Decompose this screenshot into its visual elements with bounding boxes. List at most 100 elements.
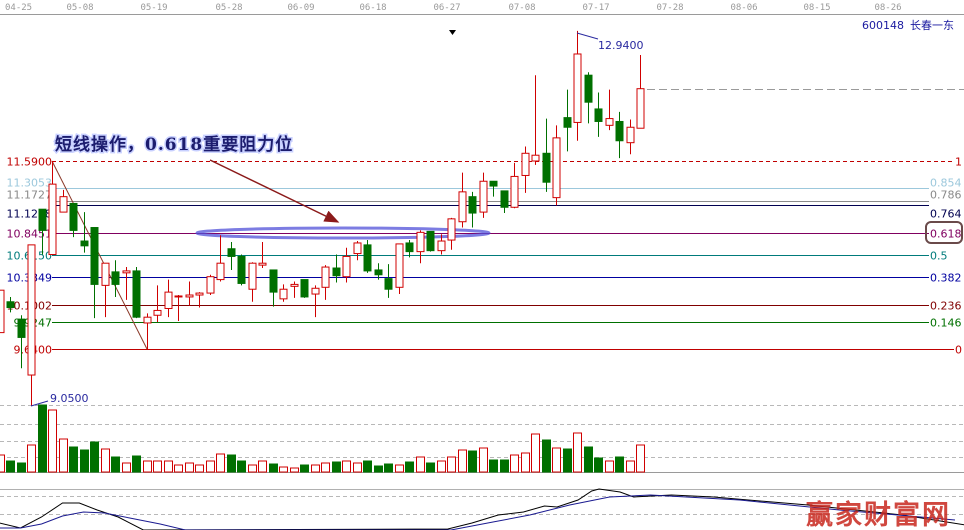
candle-body [468,196,477,214]
candle-body [615,120,624,142]
volume-bar [521,452,530,473]
volume-bar [248,464,257,473]
high-price-label: 12.9400 [598,39,644,52]
candle-body [426,230,435,252]
candle-body [416,231,425,253]
candle-body [290,283,299,287]
volume-bar [437,460,446,473]
volume-bar [164,460,173,473]
stock-code: 600148 [862,19,904,32]
cursor-marker-icon [449,30,456,35]
annotation-text: 短线操作，0.618重要阻力位 [55,134,293,155]
date-tick-label: 07-08 [508,3,535,13]
candle [321,265,330,300]
candles [0,30,645,406]
candle [290,281,299,298]
candle-body [311,287,320,295]
volume-bar [500,459,509,473]
candle-body [405,242,414,253]
volume-bar [311,464,320,473]
candle [269,269,278,307]
candle-body [206,276,215,294]
volume-bar [80,449,89,473]
candle [489,180,498,197]
candle-body [101,262,110,286]
candle [258,241,267,269]
date-tick-label: 08-26 [874,3,901,13]
candle-body [0,289,5,334]
date-tick-label: 08-06 [730,3,757,13]
candle [0,289,5,334]
fib-ratio-label: 0.5 [930,250,948,263]
candle [174,295,183,322]
candle [605,89,614,131]
volume-bar [69,446,78,473]
candle [248,262,257,302]
volume-bar [216,453,225,473]
level-highlight-box [925,221,963,244]
candle-body [395,243,404,288]
fib-ratio-label: 0.146 [930,317,962,330]
volume-bar [458,449,467,473]
candle [426,230,435,252]
candle [206,274,215,296]
candle-body [594,108,603,122]
candle-body [69,202,78,231]
volume-bar [605,460,614,473]
candle [479,172,488,218]
candle-body [227,248,236,257]
volume-bar [374,465,383,473]
volume-bar [153,460,162,473]
candle [90,227,99,319]
candle [626,119,635,155]
candle [216,235,225,282]
volume-bar [0,454,5,473]
candle-body [48,183,57,256]
candle-body [269,269,278,293]
volume-bar [195,464,204,473]
fib-ratio-label: 0.236 [930,300,962,313]
candle [563,89,572,152]
candle [17,315,26,369]
candle-body [321,266,330,288]
candle-body [132,270,141,318]
candle [636,54,645,129]
candle [227,241,236,270]
candle-body [363,244,372,272]
date-tick-label: 05-28 [215,3,242,13]
low-price-label: 9.0500 [50,392,89,405]
volume-bar [17,462,26,473]
volume-bar [237,460,246,473]
date-tick-label: 06-09 [287,3,314,13]
candle-body [80,240,89,247]
volume-bar [479,447,488,473]
macd-dea-line [0,494,956,530]
candle [195,292,204,308]
candle [437,234,446,255]
candle [542,118,551,192]
macd-dif-line [0,488,964,530]
candle-body [552,137,561,199]
candle [164,279,173,318]
candle-body [174,295,183,298]
volume-bar [426,462,435,473]
fib-ratio-label: 0.786 [930,189,962,202]
volume-bar [405,461,414,473]
candle-body [479,180,488,213]
candle-body [531,154,540,162]
candle [447,217,456,250]
candle [132,267,141,319]
candle [395,243,404,295]
candle-body [195,292,204,296]
date-tick-label: 07-28 [656,3,683,13]
volume-bar [594,457,603,473]
candle-body [636,88,645,129]
candle [332,254,341,283]
candle [6,296,15,313]
date-tick-label: 08-15 [803,3,830,13]
volume-bar [468,450,477,473]
candle-body [111,271,120,285]
trend-line [51,160,148,350]
volume-bar [206,460,215,473]
candle [80,212,89,253]
